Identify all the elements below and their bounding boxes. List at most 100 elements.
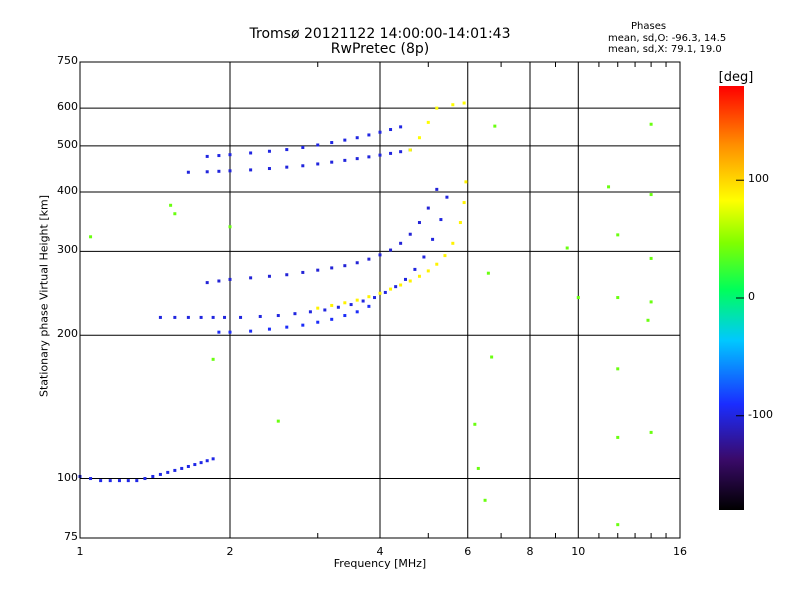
- data-point-3-9: [343, 264, 347, 268]
- x-tick-label-1: 1: [76, 545, 84, 558]
- data-point-5-14: [389, 151, 393, 155]
- data-point-8-24: [646, 318, 650, 322]
- data-point-1-8: [276, 314, 280, 318]
- data-point-2-10: [367, 304, 371, 308]
- data-point-1-13: [349, 303, 353, 307]
- data-point-3-17: [426, 206, 430, 210]
- data-point-0-16: [205, 459, 209, 463]
- x-tick-label-6: 6: [464, 545, 472, 558]
- data-point-2-9: [355, 310, 359, 314]
- data-point-1-10: [308, 310, 312, 314]
- data-point-8-6: [473, 422, 477, 426]
- data-point-3-11: [367, 257, 371, 261]
- y-tick-label-500: 500: [57, 137, 78, 151]
- x-tick-label-2: 2: [226, 545, 234, 558]
- data-point-4-5: [378, 291, 382, 295]
- data-point-8-9: [486, 271, 490, 275]
- data-point-8-5: [276, 419, 280, 423]
- data-point-1-20: [422, 255, 426, 259]
- data-point-3-16: [417, 221, 421, 225]
- data-point-5-4: [249, 168, 253, 172]
- chart-subtitle: RwPretec (8p): [330, 41, 430, 57]
- data-point-1-16: [383, 290, 387, 294]
- x-tick-label-4: 4: [376, 545, 384, 558]
- data-point-5-2: [217, 169, 221, 173]
- data-point-4-4: [367, 295, 371, 299]
- data-point-8-15: [616, 296, 620, 300]
- data-point-1-3: [199, 315, 203, 319]
- data-point-6-12: [378, 130, 382, 134]
- x-tick-label-10: 10: [571, 545, 586, 558]
- data-point-6-1: [217, 154, 221, 158]
- data-point-0-11: [173, 468, 177, 472]
- data-point-6-0: [205, 154, 209, 158]
- data-point-7-1: [417, 136, 421, 140]
- data-point-1-1: [173, 315, 177, 319]
- data-point-8-2: [89, 235, 93, 239]
- data-point-8-14: [616, 233, 620, 237]
- data-point-5-9: [330, 160, 334, 164]
- data-point-1-14: [361, 299, 365, 303]
- data-point-0-8: [151, 474, 155, 478]
- data-point-6-14: [399, 125, 403, 129]
- data-point-2-8: [343, 314, 347, 318]
- data-point-4-10: [426, 269, 430, 273]
- data-point-5-13: [378, 153, 382, 157]
- data-point-8-17: [616, 435, 620, 439]
- data-point-5-6: [285, 165, 289, 169]
- y-tick-label-75: 75: [64, 530, 78, 543]
- data-point-5-15: [399, 150, 403, 154]
- data-point-1-23: [445, 195, 449, 199]
- data-point-6-11: [367, 133, 371, 137]
- data-point-8-20: [649, 193, 653, 197]
- trace-f1-lower-o-mode: [158, 195, 449, 319]
- data-point-1-6: [239, 315, 243, 319]
- data-point-1-4: [211, 315, 215, 319]
- data-point-6-10: [355, 136, 359, 140]
- data-point-1-18: [403, 277, 407, 281]
- data-point-4-16: [464, 180, 468, 184]
- data-point-6-13: [389, 128, 393, 132]
- data-point-4-6: [389, 287, 393, 291]
- data-point-5-12: [367, 155, 371, 159]
- data-point-3-6: [301, 270, 305, 274]
- data-point-5-5: [267, 167, 271, 171]
- data-point-3-12: [378, 253, 382, 257]
- colorbar-tick-label--100: -100: [748, 407, 773, 421]
- data-point-6-5: [285, 148, 289, 152]
- y-tick-label-400: 400: [57, 183, 78, 197]
- trace-f1-x-mode-branch: [316, 180, 468, 310]
- data-point-5-10: [343, 158, 347, 162]
- data-point-8-23: [649, 430, 653, 434]
- data-point-7-0: [408, 148, 412, 152]
- data-point-2-2: [249, 329, 253, 333]
- data-point-1-17: [394, 285, 398, 289]
- data-point-3-1: [217, 279, 221, 283]
- data-point-1-19: [413, 267, 417, 271]
- data-point-3-7: [316, 268, 320, 272]
- trace-f2-x-mode: [408, 101, 466, 152]
- data-point-2-3: [267, 327, 271, 331]
- data-point-8-16: [616, 367, 620, 371]
- data-point-8-25: [493, 124, 497, 128]
- data-point-6-9: [343, 138, 347, 142]
- data-point-8-12: [576, 296, 580, 300]
- stats-x-mode: mean, sd,X: 79.1, 19.0: [608, 44, 722, 55]
- trace-f2-upper-o-mode: [205, 125, 403, 158]
- data-point-3-13: [389, 248, 393, 252]
- data-point-8-4: [211, 357, 215, 361]
- trace-f2-lower-o-mode: [186, 148, 412, 174]
- data-point-7-5: [462, 101, 466, 105]
- data-point-8-19: [649, 122, 653, 126]
- data-point-3-2: [228, 277, 232, 281]
- data-point-6-4: [267, 149, 271, 153]
- data-point-2-1: [228, 330, 232, 334]
- data-point-3-14: [399, 241, 403, 245]
- data-point-6-7: [316, 143, 320, 147]
- data-point-4-12: [443, 254, 447, 258]
- data-point-4-13: [451, 241, 455, 245]
- x-axis-label-text: Frequency [MHz]: [333, 557, 427, 570]
- data-point-3-18: [435, 187, 439, 191]
- data-point-3-0: [205, 281, 209, 285]
- data-point-8-10: [490, 355, 494, 359]
